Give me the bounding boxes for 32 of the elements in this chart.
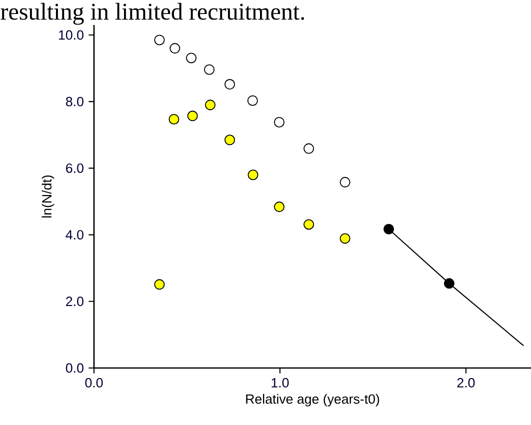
- x-axis-title: Relative age (years-t0): [246, 394, 380, 406]
- y-tick-label: 4.0: [66, 230, 84, 240]
- point: [340, 233, 350, 244]
- point: [248, 170, 258, 180]
- point: [187, 110, 198, 122]
- point: [204, 100, 216, 110]
- point: [154, 34, 165, 46]
- y-axis-title: ln(N/dt): [42, 175, 54, 218]
- text: resulting in limited recruitment.: [0, 2, 304, 25]
- point: [154, 279, 165, 290]
- x-tick-label: 2.0: [457, 378, 475, 388]
- point: [224, 79, 236, 90]
- y-tick-label: 6.0: [66, 163, 84, 173]
- x-tick-label: 0.0: [85, 378, 103, 388]
- y-tick-label: 2.0: [66, 296, 84, 306]
- y-tick-label: 10.0: [59, 30, 84, 40]
- point: [168, 114, 180, 125]
- point: [170, 43, 180, 54]
- y-tick-label: 0.0: [66, 363, 84, 373]
- point: [304, 143, 314, 154]
- point: [340, 176, 350, 188]
- y-tick-label: 8.0: [66, 96, 84, 106]
- point: [274, 202, 284, 212]
- x-tick-label: 1.0: [272, 378, 289, 388]
- point: [383, 224, 394, 234]
- point: [304, 219, 314, 230]
- point: [224, 134, 236, 146]
- point: [186, 52, 197, 64]
- point: [444, 278, 454, 289]
- point: [204, 64, 215, 75]
- point: [247, 95, 258, 106]
- point: [274, 116, 284, 128]
